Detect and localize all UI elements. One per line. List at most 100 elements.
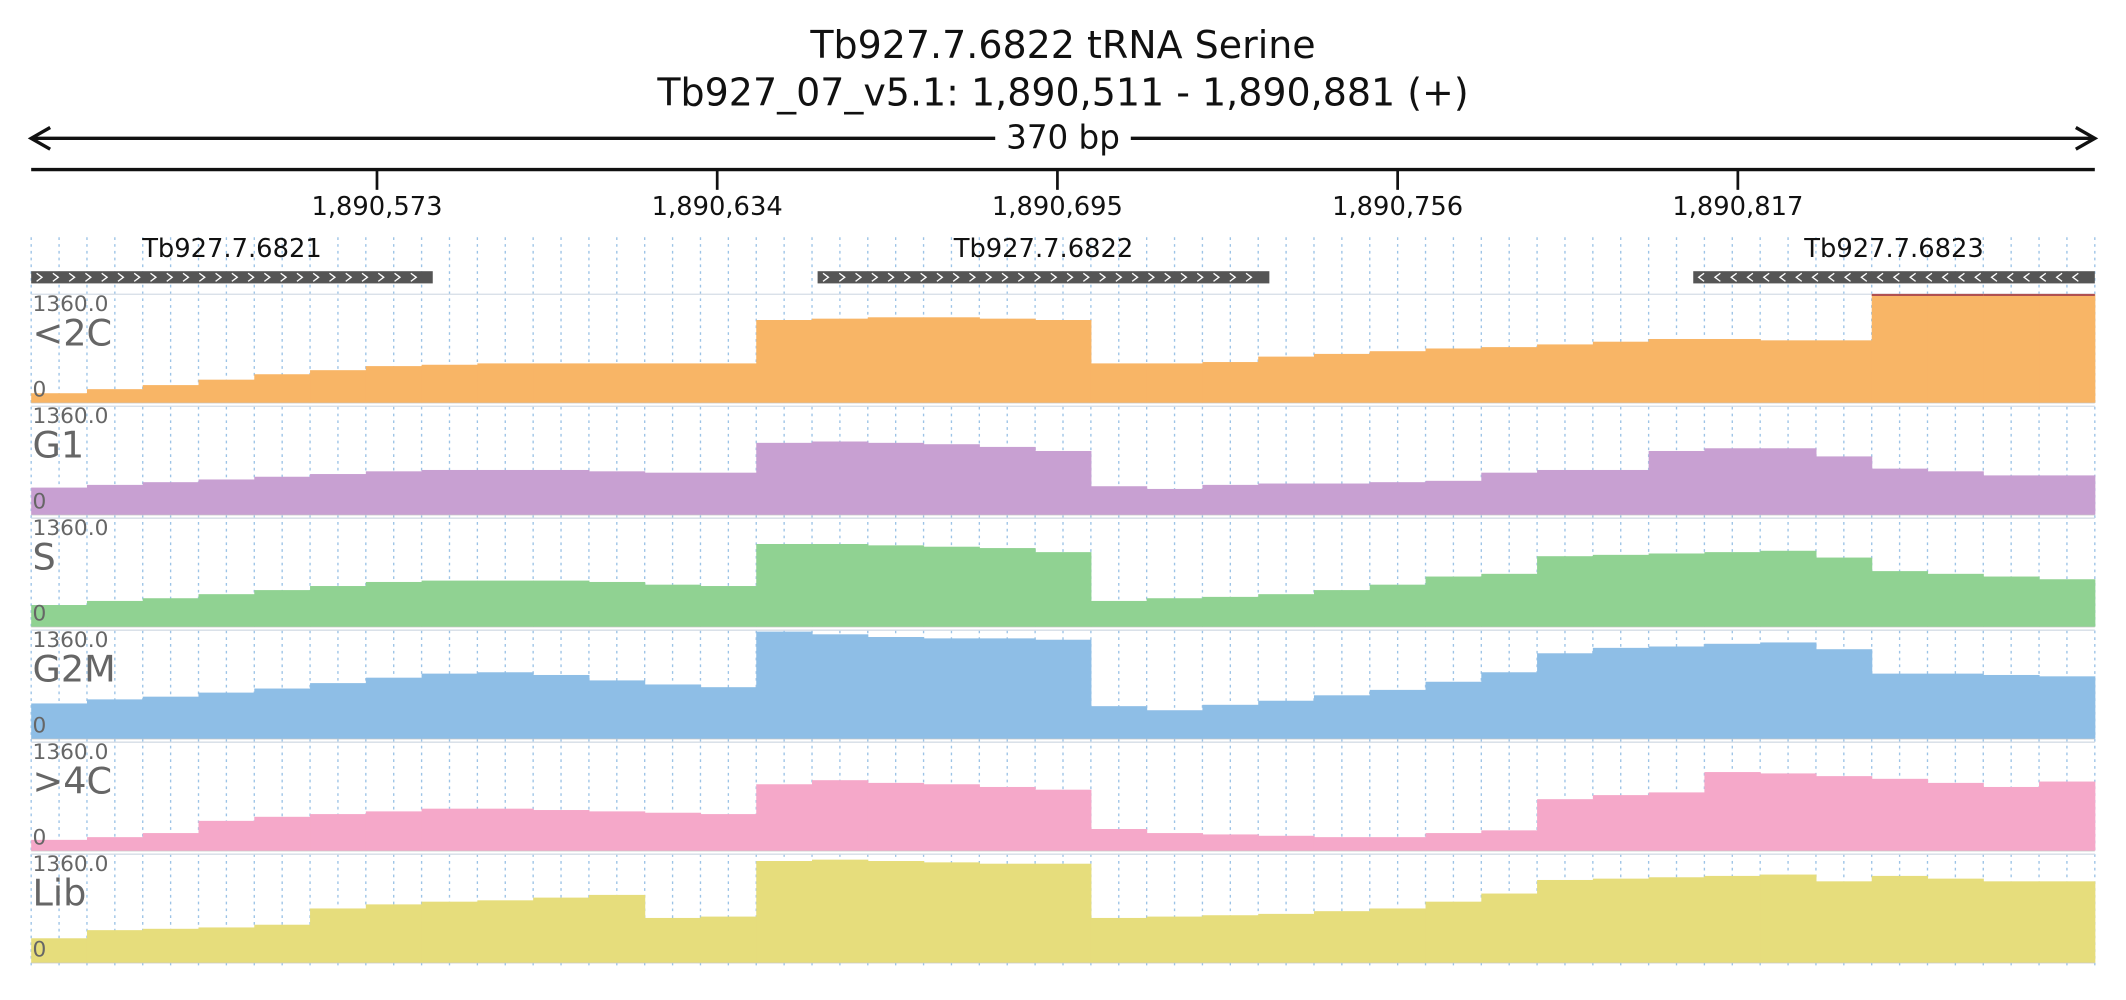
coverage-bar: [1090, 829, 1148, 851]
coverage-bar: [1704, 875, 1761, 963]
coverage-bar: [1146, 833, 1203, 851]
coverage-bar: [365, 471, 423, 515]
x-tick-label: 1,890,695: [992, 192, 1123, 222]
coverage-bar: [1648, 338, 1705, 403]
coverage-bar: [1481, 347, 1538, 403]
coverage-bar: [477, 580, 534, 627]
x-tick-label: 1,890,634: [652, 192, 783, 222]
y-tick-label: 1360.0: [33, 628, 109, 653]
coverage-bar: [254, 924, 311, 963]
coverage-bar: [923, 317, 980, 403]
gene-bar: [31, 271, 433, 284]
coverage-bar: [923, 546, 980, 627]
coverage-bar: [923, 784, 980, 851]
coverage-bar: [533, 674, 590, 739]
coverage-bar: [86, 837, 144, 851]
coverage-bar: [86, 930, 144, 963]
coverage-bar: [700, 814, 757, 851]
coverage-bar: [365, 904, 423, 963]
coverage-bar: [1592, 554, 1650, 627]
coverage-bar: [31, 487, 88, 515]
coverage-bar: [1035, 789, 1092, 851]
coverage-bar: [812, 634, 869, 739]
coverage-bar: [1760, 642, 1817, 739]
coverage-bar: [867, 860, 925, 963]
coverage-bar: [1871, 468, 1929, 515]
coverage-bar: [1815, 340, 1873, 403]
coverage-bar: [979, 548, 1036, 627]
coverage-bar: [979, 446, 1036, 515]
coverage-bar: [142, 696, 200, 739]
coverage-bar: [477, 900, 534, 963]
coverage-bar: [1481, 830, 1538, 851]
coverage-bar: [1704, 643, 1761, 739]
coverage-bar: [1592, 647, 1650, 739]
coverage-bar: [254, 476, 311, 515]
coverage-bar: [1090, 486, 1148, 515]
coverage-bar: [1313, 353, 1371, 403]
coverage-bar: [867, 637, 925, 739]
track-label: S: [33, 535, 56, 578]
coverage-bar: [1425, 348, 1482, 403]
coverage-bar: [588, 811, 646, 851]
gene-strand-chevrons: [36, 272, 418, 282]
coverage-bar: [533, 897, 590, 963]
coverage-bar: [1760, 550, 1817, 627]
coverage-bar: [310, 370, 367, 403]
coverage-bar: [1313, 911, 1371, 963]
coverage-bar: [421, 901, 478, 963]
coverage-bar: [1704, 448, 1761, 515]
coverage-bar: [867, 545, 925, 627]
coverage-bar: [1760, 874, 1817, 963]
y-tick-label: 0: [33, 825, 47, 850]
coverage-bar: [421, 364, 478, 403]
coverage-bar: [1146, 363, 1203, 403]
coverage-bar: [644, 917, 702, 963]
coverage-bar: [588, 363, 646, 403]
coverage-bar: [1648, 553, 1705, 627]
coverage-bar: [700, 363, 757, 403]
coverage-bar: [923, 862, 980, 963]
coverage-bar: [1369, 351, 1427, 403]
coverage-bar: [1425, 480, 1482, 515]
coverage-bar: [1258, 356, 1315, 403]
coverage-bar: [1369, 482, 1427, 515]
coverage-bar: [867, 317, 925, 403]
coverage-bar: [1983, 294, 2040, 403]
coverage-bar: [2039, 475, 2096, 515]
coverage-bar: [1592, 469, 1650, 515]
span-arrow-right: [2074, 126, 2099, 151]
coverage-bar: [310, 586, 367, 627]
coverage-bar: [1146, 598, 1203, 627]
gene-label: Tb927.7.6823: [1803, 234, 1984, 264]
coverage-bar: [1537, 344, 1594, 403]
coverage-bar: [477, 363, 534, 403]
coverage-bar: [1927, 573, 1984, 627]
span-arrow-left: [27, 126, 52, 151]
coverage-bar: [1481, 672, 1538, 739]
coverage-bar: [365, 811, 423, 851]
coverage-bar: [2039, 881, 2096, 963]
coverage-bar: [2039, 294, 2096, 403]
coverage-bar: [31, 605, 88, 627]
y-tick-label: 1360.0: [33, 516, 109, 541]
coverage-bar: [1927, 782, 1984, 851]
coverage-bar: [533, 469, 590, 515]
coverage-bar: [1815, 649, 1873, 739]
coverage-bar: [1258, 483, 1315, 515]
coverage-bar: [1704, 552, 1761, 627]
coverage-bar: [142, 385, 200, 403]
coverage-bar: [1537, 556, 1594, 627]
coverage-bar: [1871, 778, 1929, 851]
coverage-bar: [1425, 576, 1482, 627]
coverage-bar: [1481, 472, 1538, 515]
chart-subtitle: Tb927_07_v5.1: 1,890,511 - 1,890,881 (+): [656, 70, 1468, 114]
coverage-bar: [1648, 792, 1705, 851]
coverage-bar: [644, 684, 702, 739]
coverage-bar: [86, 484, 144, 515]
coverage-bar: [310, 474, 367, 515]
coverage-bar: [1592, 341, 1650, 403]
coverage-bar: [1927, 673, 1984, 739]
coverage-bar: [1035, 639, 1092, 739]
coverage-bar: [1983, 576, 2040, 627]
